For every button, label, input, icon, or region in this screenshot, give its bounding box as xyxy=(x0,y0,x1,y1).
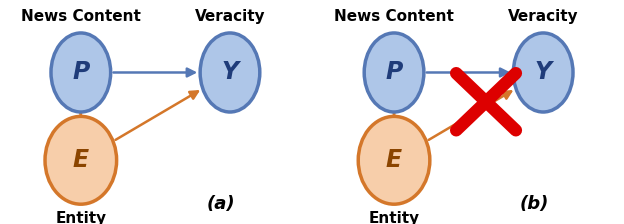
Text: E: E xyxy=(73,148,89,172)
Text: P: P xyxy=(386,60,402,84)
Text: Veracity: Veracity xyxy=(195,9,265,24)
Text: (b): (b) xyxy=(520,195,549,213)
Text: E: E xyxy=(386,148,402,172)
Text: Entity: Entity xyxy=(56,211,106,224)
Text: Y: Y xyxy=(535,60,552,84)
Ellipse shape xyxy=(200,33,260,112)
Text: News Content: News Content xyxy=(21,9,141,24)
Text: P: P xyxy=(72,60,89,84)
Text: News Content: News Content xyxy=(334,9,454,24)
Text: Y: Y xyxy=(222,60,238,84)
Ellipse shape xyxy=(358,116,430,204)
Ellipse shape xyxy=(51,33,110,112)
Text: Veracity: Veracity xyxy=(508,9,578,24)
Text: Entity: Entity xyxy=(368,211,419,224)
Ellipse shape xyxy=(45,116,117,204)
Ellipse shape xyxy=(514,33,573,112)
Text: (a): (a) xyxy=(207,195,235,213)
Ellipse shape xyxy=(364,33,424,112)
